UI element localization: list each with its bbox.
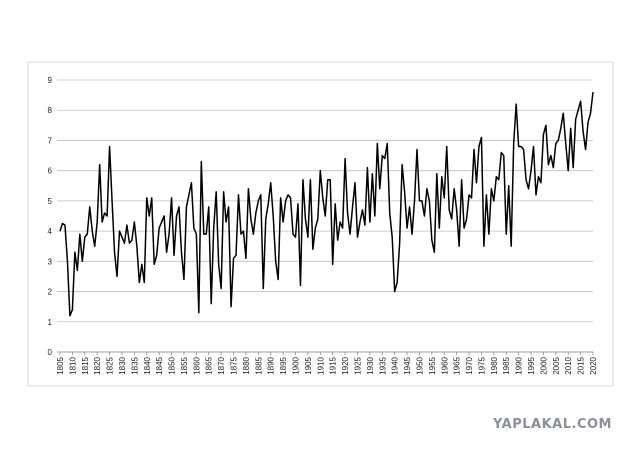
x-tick-label: 1970 [465,356,474,374]
x-tick-label: 1945 [403,356,412,374]
x-tick-label: 1865 [205,356,214,374]
x-tick-label: 1940 [391,356,400,374]
x-tick-label: 1810 [68,356,77,374]
y-tick-label: 0 [48,348,53,357]
x-tick-label: 1905 [304,356,313,374]
x-tick-label: 1990 [515,356,524,374]
x-tick-label: 2015 [577,356,586,374]
x-tick-label: 1885 [254,356,263,374]
y-tick-label: 7 [48,136,53,145]
y-tick-label: 3 [48,257,53,266]
x-tick-label: 1910 [316,356,325,374]
x-tick-label: 1895 [279,356,288,374]
x-tick-label: 1975 [477,356,486,374]
x-tick-label: 1915 [329,356,338,374]
y-tick-label: 8 [48,106,53,115]
x-tick-label: 1900 [292,356,301,374]
x-tick-label: 2010 [564,356,573,374]
y-tick-label: 2 [48,288,53,297]
x-tick-label: 1980 [490,356,499,374]
x-tick-label: 1840 [143,356,152,374]
x-tick-label: 1965 [453,356,462,374]
x-tick-label: 1880 [242,356,251,374]
x-tick-label: 1930 [366,356,375,374]
x-tick-label: 1835 [130,356,139,374]
x-tick-label: 1845 [155,356,164,374]
y-tick-label: 4 [48,227,53,236]
x-tick-label: 1820 [93,356,102,374]
watermark: YAPLAKAL.COM [492,417,612,432]
x-tick-label: 1935 [378,356,387,374]
x-tick-label: 1920 [341,356,350,374]
x-tick-label: 1830 [118,356,127,374]
y-tick-label: 6 [48,167,53,176]
x-tick-label: 1950 [415,356,424,374]
data-line [59,92,594,317]
x-tick-label: 1825 [106,356,115,374]
y-tick-label: 1 [48,318,53,327]
x-tick-label: 2000 [539,356,548,374]
x-tick-label: 2020 [589,356,598,374]
x-tick-label: 1925 [353,356,362,374]
y-tick-label: 9 [48,76,53,85]
x-tick-label: 1995 [527,356,536,374]
x-tick-label: 1860 [192,356,201,374]
x-tick-label: 1960 [440,356,449,374]
x-tick-label: 1890 [267,356,276,374]
y-tick-label: 5 [48,197,53,206]
x-tick-label: 1955 [428,356,437,374]
x-tick-label: 1985 [502,356,511,374]
x-tick-label: 1815 [81,356,90,374]
x-tick-label: 1805 [56,356,65,374]
x-tick-label: 2005 [552,356,561,374]
x-tick-label: 1850 [168,356,177,374]
x-tick-label: 1875 [230,356,239,374]
x-tick-label: 1870 [217,356,226,374]
x-tick-label: 1855 [180,356,189,374]
